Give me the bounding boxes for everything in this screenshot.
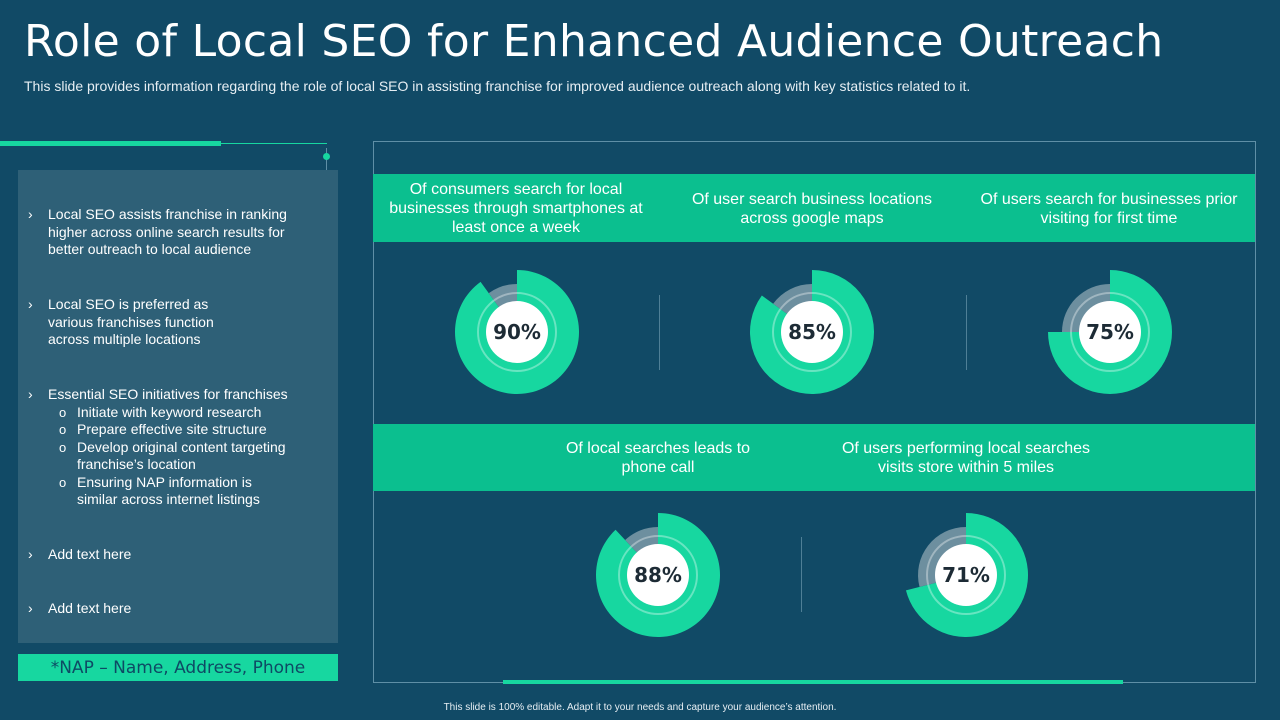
- circle-bullet-icon: o: [59, 404, 67, 420]
- separator: [659, 295, 660, 370]
- connector-dot: [323, 153, 330, 160]
- donut-value: 88%: [634, 563, 682, 587]
- donut-chart: 88%: [596, 513, 720, 637]
- bullet-item: › Local SEO assists franchise in ranking…: [28, 206, 318, 259]
- stat-label: Of user search business locations across…: [691, 191, 933, 227]
- separator: [966, 295, 967, 370]
- donut-chart: 71%: [904, 513, 1028, 637]
- donut-remaining-arc: [488, 284, 517, 308]
- donut-center: [1079, 301, 1141, 363]
- accent-line: [0, 141, 221, 146]
- donut-center: [627, 544, 689, 606]
- donut-graphic: [905, 513, 1028, 637]
- sub-item-text: Develop original content targeting franc…: [77, 438, 286, 473]
- bullet-item: › Add text here: [28, 600, 318, 618]
- slide-subtitle: This slide provides information regardin…: [24, 78, 971, 94]
- stats-band-top: [373, 174, 1255, 242]
- donut-remaining-arc: [773, 284, 812, 315]
- donut-filled-arc: [750, 270, 874, 394]
- circle-bullet-icon: o: [59, 439, 67, 455]
- circle-bullet-icon: o: [59, 422, 67, 437]
- bullet-text: Local SEO is preferred as various franch…: [48, 296, 214, 347]
- donut-value: 71%: [942, 563, 990, 587]
- donut-graphic: [596, 513, 720, 637]
- sub-item: o Ensuring NAP information is similar ac…: [59, 473, 277, 509]
- donut-chart: 85%: [750, 270, 874, 394]
- footer-note: This slide is 100% editable. Adapt it to…: [443, 702, 837, 713]
- chevron-right-icon: ›: [28, 546, 33, 562]
- left-panel: › Local SEO assists franchise in ranking…: [18, 170, 338, 643]
- donut-graphic: [1048, 270, 1172, 394]
- donut-value: 85%: [788, 320, 836, 344]
- sub-item: o Develop original content targeting fra…: [59, 438, 302, 474]
- donut-inner-ring: [926, 535, 1006, 615]
- bullet-item: › Local SEO is preferred as various fran…: [28, 296, 318, 349]
- sub-item-text: Prepare effective site structure: [77, 421, 267, 437]
- donut-chart: 75%: [1048, 270, 1172, 394]
- bullet-item: › Add text here: [28, 546, 318, 564]
- stat-label: Of local searches leads to phone call: [565, 440, 751, 476]
- sub-item-text: Initiate with keyword research: [77, 403, 262, 420]
- sub-list: o Initiate with keyword research o Prepa…: [59, 403, 318, 509]
- bullet-item: › Essential SEO initiatives for franchis…: [28, 386, 318, 509]
- donut-filled-arc: [1048, 270, 1172, 394]
- donut-value: 90%: [493, 320, 541, 344]
- donut-remaining-arc: [625, 527, 658, 554]
- slide-title: Role of Local SEO for Enhanced Audience …: [24, 16, 1164, 67]
- stat-label: Of users performing local searches visit…: [841, 440, 1091, 476]
- chevron-right-icon: ›: [28, 296, 33, 312]
- stat-label: Of consumers search for local businesses…: [389, 181, 643, 236]
- donut-filled-arc: [596, 513, 720, 637]
- circle-bullet-icon: o: [59, 474, 67, 490]
- donut-remaining-arc: [1062, 284, 1110, 332]
- donut-chart: 90%: [455, 270, 579, 394]
- donut-inner-ring: [772, 292, 852, 372]
- stats-band-bottom: [373, 424, 1255, 491]
- separator: [801, 537, 802, 612]
- stat-label: Of users search for businesses prior vis…: [980, 191, 1238, 227]
- bullet-text: Local SEO assists franchise in ranking h…: [48, 206, 287, 257]
- donut-center: [781, 301, 843, 363]
- sub-item: o Initiate with keyword research: [59, 403, 318, 422]
- bullet-text: Add text here: [48, 546, 132, 562]
- donut-center: [935, 544, 997, 606]
- sub-item: o Prepare effective site structure: [59, 421, 318, 439]
- chevron-right-icon: ›: [28, 206, 33, 222]
- donut-filled-arc: [455, 270, 579, 394]
- sub-item-text: Ensuring NAP information is similar acro…: [77, 473, 260, 508]
- donut-center: [486, 301, 548, 363]
- bullet-text: Essential SEO initiatives for franchises: [48, 386, 288, 402]
- donut-inner-ring: [618, 535, 698, 615]
- donut-filled-arc: [905, 513, 1028, 637]
- donut-graphic: [750, 270, 874, 394]
- bottom-accent-bar: [503, 680, 1123, 684]
- thin-line: [221, 143, 327, 144]
- bullet-text: Add text here: [48, 600, 132, 616]
- donut-inner-ring: [477, 292, 557, 372]
- nap-note: *NAP – Name, Address, Phone: [18, 654, 338, 681]
- donut-graphic: [455, 270, 579, 394]
- chevron-right-icon: ›: [28, 600, 33, 616]
- chevron-right-icon: ›: [28, 386, 33, 402]
- donut-inner-ring: [1070, 292, 1150, 372]
- donut-value: 75%: [1086, 320, 1134, 344]
